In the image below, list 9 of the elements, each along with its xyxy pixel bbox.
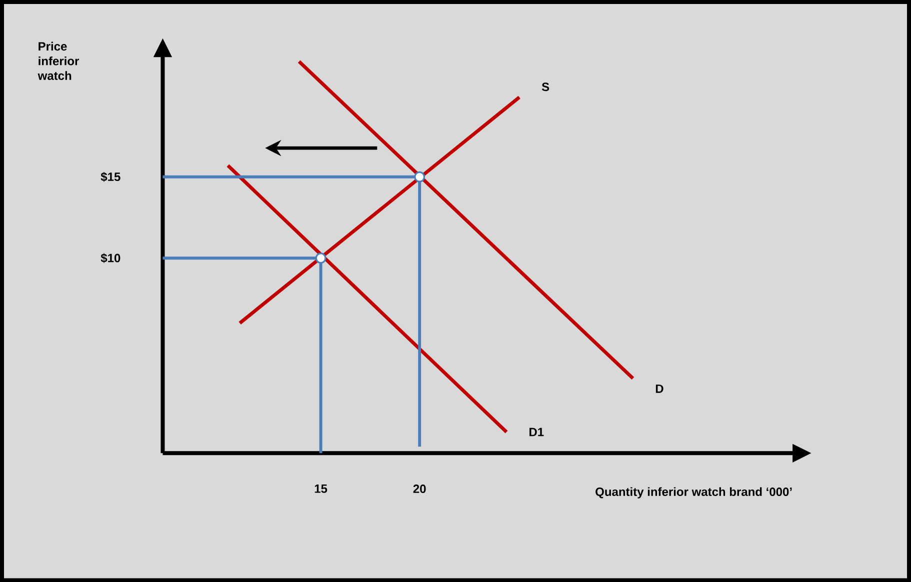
x-tick-label: 15 (314, 484, 328, 493)
series-label: D1 (529, 428, 544, 436)
x-tick-label: 20 (413, 484, 426, 493)
y-tick-label: $10 (100, 253, 120, 263)
y-tick-label: $15 (100, 172, 120, 182)
series-label: S (542, 82, 550, 91)
y-axis-title: Price inferior watch (38, 42, 80, 80)
x-axis-title: Quantity inferior watch brand ‘000’ (596, 487, 792, 498)
series-label: D (656, 384, 664, 393)
